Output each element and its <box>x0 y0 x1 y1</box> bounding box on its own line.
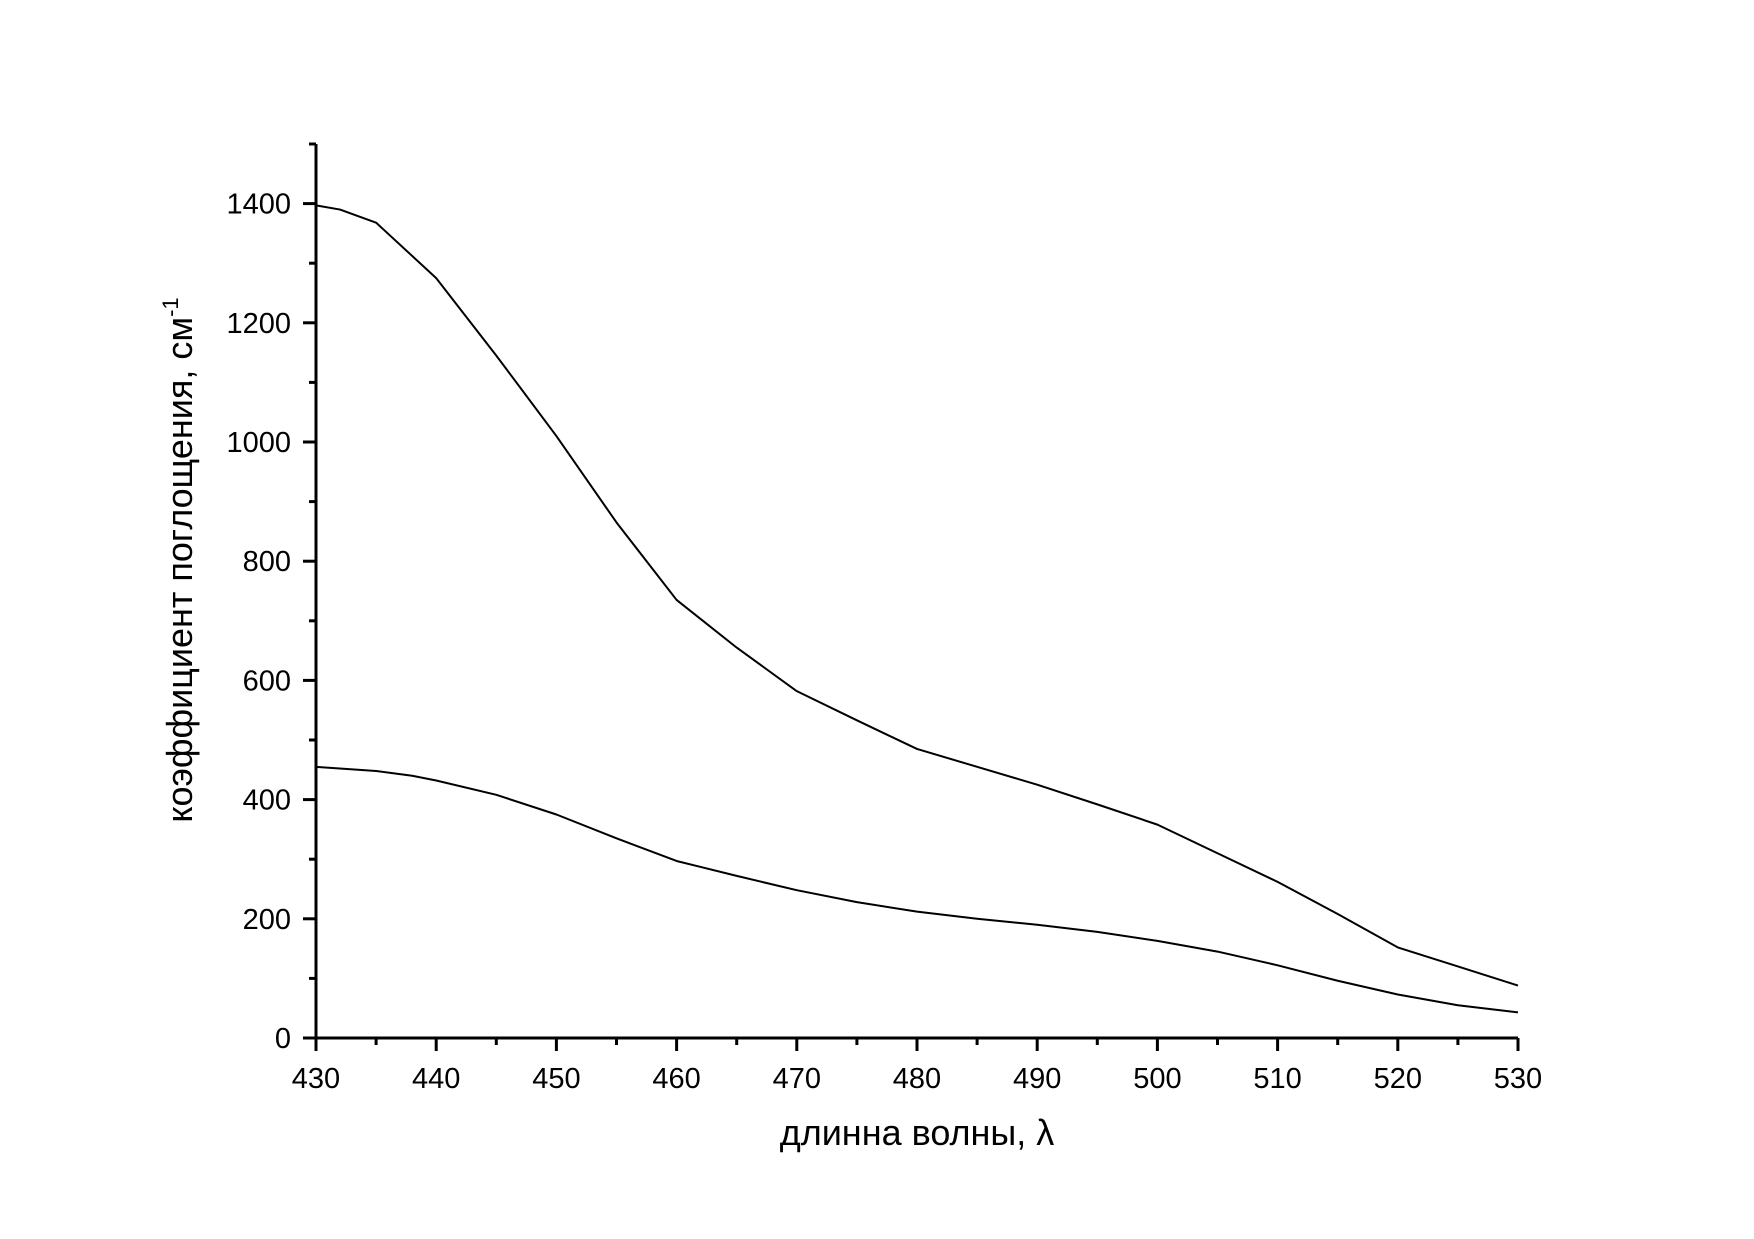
x-tick-label: 530 <box>1494 1063 1542 1095</box>
y-axis-label-superscript: -1 <box>158 297 183 317</box>
x-tick-label: 460 <box>652 1063 700 1095</box>
y-tick-label: 1200 <box>226 308 291 340</box>
y-tick-label: 0 <box>275 1023 291 1055</box>
y-tick-label: 1000 <box>226 427 291 459</box>
y-tick-label: 1400 <box>226 189 291 221</box>
x-tick-label: 510 <box>1253 1063 1301 1095</box>
y-tick-label: 800 <box>243 546 291 578</box>
x-axis-label: длинна волны, λ <box>780 1112 1055 1153</box>
x-tick-label: 490 <box>1013 1063 1061 1095</box>
x-tick-label: 480 <box>893 1063 941 1095</box>
x-tick-label: 500 <box>1133 1063 1181 1095</box>
y-tick-label: 200 <box>243 904 291 936</box>
x-tick-label: 520 <box>1374 1063 1422 1095</box>
y-tick-label: 600 <box>243 665 291 697</box>
data-line <box>315 204 1519 987</box>
data-line <box>315 765 1519 1014</box>
y-axis-label: коэффициент поглощения, см-1 <box>158 297 200 822</box>
y-tick-label: 400 <box>243 785 291 817</box>
x-tick-label: 470 <box>773 1063 821 1095</box>
x-tick-label: 450 <box>532 1063 580 1095</box>
x-tick-label: 430 <box>292 1063 340 1095</box>
y-axis-label-main: коэффициент поглощения, см <box>159 317 200 823</box>
x-tick-label: 440 <box>412 1063 460 1095</box>
